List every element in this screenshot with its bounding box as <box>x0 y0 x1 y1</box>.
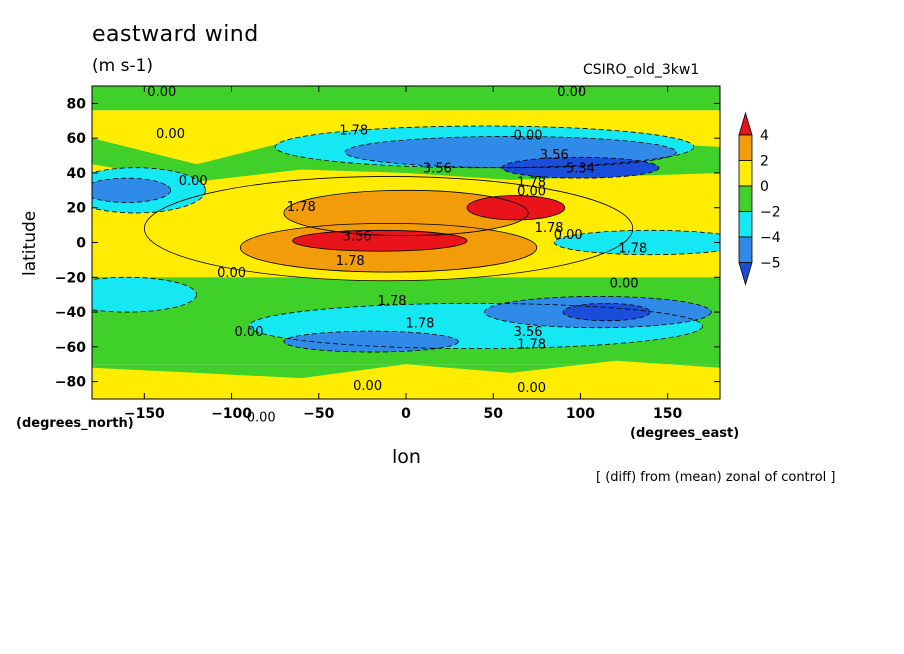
contour-fill <box>92 86 720 399</box>
footnote: [ (diff) from (mean) zonal of control ] <box>596 470 836 485</box>
colorbar: 4 2 0 −2 −4 −5 <box>738 111 781 286</box>
contour-label: 0.00 <box>156 127 185 142</box>
contour-lines <box>92 125 720 353</box>
colorbar-segment <box>738 236 753 263</box>
contour-label: 3.56 <box>514 325 543 340</box>
colorbar-label: 2 <box>760 154 769 170</box>
contour-label: 1.78 <box>618 242 647 257</box>
contour-label: 5.34 <box>566 162 595 177</box>
contour-line <box>248 302 703 349</box>
x-tick-label: 100 <box>566 406 595 422</box>
x-axis-label: lon <box>392 446 421 468</box>
contour-line <box>283 330 459 353</box>
contour-label: 0.00 <box>147 85 176 100</box>
contour-line <box>92 177 171 203</box>
contour-line <box>239 222 538 273</box>
y-tick-label: 60 <box>67 131 87 147</box>
contour-label: 1.78 <box>535 221 564 236</box>
y-tick-label: 20 <box>67 201 87 217</box>
contour-label: 0.00 <box>179 174 208 189</box>
contour-labels: 0.00 0.000.00 1.78 0.003.563.56 5.340.00 1.78… <box>147 85 647 425</box>
colorbar-label: 4 <box>760 128 769 144</box>
y-tick-label: −40 <box>55 305 86 321</box>
contour-label: 3.56 <box>423 162 452 177</box>
contour-label: 3.56 <box>540 148 569 163</box>
x-tick-label: 150 <box>653 406 682 422</box>
contour-line <box>484 296 712 329</box>
colorbar-top-triangle <box>738 111 753 136</box>
anomaly-region <box>501 157 659 179</box>
colorbar-label: 0 <box>760 179 769 195</box>
contour-label: 0.00 <box>557 85 586 100</box>
contour-label: 0.00 <box>235 325 264 340</box>
chart-title: eastward wind <box>92 22 259 47</box>
contour-line <box>466 195 566 221</box>
colorbar-segment <box>738 211 753 238</box>
contour-line <box>344 136 677 169</box>
colorbar-bottom-triangle <box>738 262 753 286</box>
contour-label: 0.00 <box>610 276 639 291</box>
x-tick-label: 50 <box>483 406 503 422</box>
contour-line <box>553 229 720 256</box>
contour-label: 1.78 <box>378 294 407 309</box>
model-label: CSIRO_old_3kw1 <box>583 62 700 78</box>
anomaly-region <box>92 277 197 313</box>
x-axis-unit: (degrees_east) <box>630 426 740 441</box>
y-tick-label: 0 <box>76 236 86 252</box>
wave-band <box>92 360 720 399</box>
y-tick-label: 80 <box>67 96 87 112</box>
anomaly-region <box>467 195 565 220</box>
colorbar-segment <box>738 134 753 161</box>
anomaly-region <box>554 230 720 255</box>
contour-label: 0.00 <box>514 129 543 144</box>
contour-label: 1.78 <box>405 316 434 331</box>
y-tick-label: −60 <box>55 340 86 356</box>
y-tick-label: 40 <box>67 166 87 182</box>
contour-line <box>292 229 468 252</box>
axes: −150 −100 −50 0 50 100 150 −80 −60 −40 −20 0 20 40 60 8… <box>55 86 720 422</box>
contour-label: 3.56 <box>343 230 372 245</box>
contour-line <box>283 189 529 236</box>
x-tick-label: 0 <box>401 406 411 422</box>
contour-label: 1.78 <box>336 254 365 269</box>
x-tick-label: −50 <box>303 406 334 422</box>
colorbar-segment <box>738 160 753 187</box>
contour-label: 0.00 <box>554 228 583 243</box>
y-tick-label: −20 <box>55 270 86 286</box>
y-tick-label: −80 <box>55 375 86 391</box>
x-tick-label: −150 <box>124 406 165 422</box>
contour-line <box>562 302 651 322</box>
colorbar-label: −5 <box>760 256 781 272</box>
anomaly-region <box>563 303 651 321</box>
contour-line <box>501 156 660 179</box>
colorbar-label: −4 <box>760 230 781 246</box>
anomaly-region <box>92 178 171 203</box>
x-tick-label: −100 <box>211 406 252 422</box>
y-axis-unit: (degrees_north) <box>16 416 134 431</box>
contour-line <box>92 276 198 313</box>
colorbar-segment <box>738 185 753 212</box>
colorbar-label: −2 <box>760 205 781 221</box>
contour-label: 1.78 <box>287 200 316 215</box>
contour-label: 0.00 <box>247 410 276 425</box>
units-label: (m s-1) <box>92 56 154 76</box>
contour-label: 1.78 <box>517 337 546 352</box>
contour-line <box>92 167 206 214</box>
contour-label: 0.00 <box>353 379 382 394</box>
contour-label: 0.00 <box>517 381 546 396</box>
contour-label: 1.78 <box>517 176 546 191</box>
contour-label: 0.00 <box>517 184 546 199</box>
contour-label: 1.78 <box>339 123 368 138</box>
contour-line <box>143 176 634 282</box>
contour-label: 0.00 <box>217 266 246 281</box>
anomaly-region <box>283 331 459 353</box>
